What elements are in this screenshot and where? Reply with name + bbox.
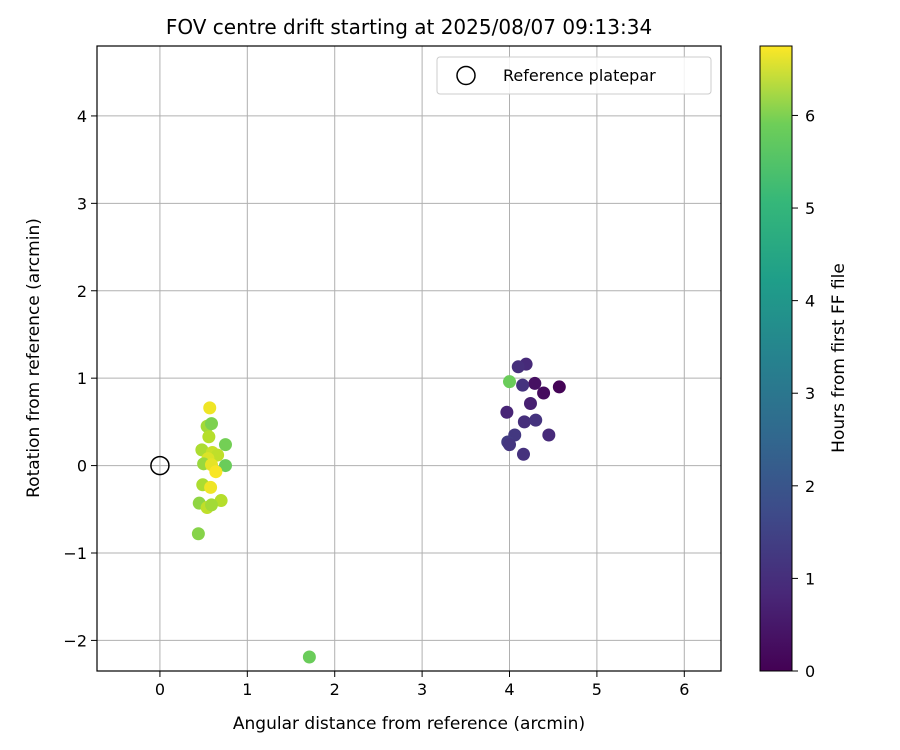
y-tick-label: −1 [63, 544, 87, 563]
data-point [516, 378, 530, 392]
data-point [528, 376, 542, 390]
colorbar: 0 1 2 3 4 5 6 Hours from first FF file [759, 45, 849, 681]
colorbar-tick-label: 5 [805, 199, 815, 218]
data-point [302, 650, 316, 664]
chart-title: FOV centre drift starting at 2025/08/07 … [166, 15, 652, 39]
data-point [203, 401, 217, 415]
x-axis-label: Angular distance from reference (arcmin) [233, 714, 585, 734]
data-point [191, 527, 205, 541]
data-point [218, 438, 232, 452]
data-points [191, 357, 566, 664]
y-tick-label: 0 [77, 457, 87, 476]
colorbar-label: Hours from first FF file [829, 263, 849, 453]
x-tick-label: 3 [417, 680, 427, 699]
data-point [202, 430, 216, 444]
colorbar-ticks: 0 1 2 3 4 5 6 [792, 106, 815, 681]
y-tick-label: 1 [77, 369, 87, 388]
data-point [218, 459, 232, 473]
grid-lines [97, 46, 721, 671]
data-point [537, 386, 551, 400]
x-tick-label: 2 [330, 680, 340, 699]
x-tick-label: 4 [504, 680, 514, 699]
data-point [503, 438, 517, 452]
data-point [516, 447, 530, 461]
data-point [209, 465, 223, 479]
legend-reference-icon [456, 65, 476, 86]
colorbar-tick-label: 0 [805, 662, 815, 681]
data-point [204, 417, 218, 431]
plot-frame [96, 45, 722, 672]
colorbar-gradient [759, 45, 793, 672]
colorbar-tick-label: 3 [805, 384, 815, 403]
data-point [523, 397, 537, 411]
y-tick-label: −2 [63, 631, 87, 650]
data-point [500, 405, 514, 419]
data-point [511, 360, 525, 374]
data-point [542, 428, 556, 442]
legend-reference-label: Reference platepar [503, 66, 656, 85]
x-tick-label: 6 [679, 680, 689, 699]
colorbar-tick-label: 6 [805, 106, 815, 125]
x-tick-label: 5 [592, 680, 602, 699]
y-axis-ticks: −2 −1 0 1 2 3 4 [63, 107, 97, 650]
y-axis-label: Rotation from reference (arcmin) [24, 218, 44, 498]
colorbar-tick-label: 4 [805, 292, 815, 311]
data-point [529, 413, 543, 427]
x-tick-label: 1 [242, 680, 252, 699]
data-point [552, 380, 566, 394]
data-point [503, 375, 517, 389]
legend-box [436, 56, 712, 95]
colorbar-tick-label: 1 [805, 569, 815, 588]
x-tick-label: 0 [155, 680, 165, 699]
y-tick-label: 3 [77, 194, 87, 213]
data-point [204, 498, 218, 512]
x-axis-ticks: 0 1 2 3 4 5 6 [155, 671, 689, 699]
colorbar-tick-label: 2 [805, 477, 815, 496]
y-tick-label: 4 [77, 107, 87, 126]
y-tick-label: 2 [77, 282, 87, 301]
data-point [517, 415, 531, 429]
data-point [204, 480, 218, 494]
reference-platepar-marker [150, 455, 170, 476]
legend: Reference platepar [436, 56, 712, 95]
